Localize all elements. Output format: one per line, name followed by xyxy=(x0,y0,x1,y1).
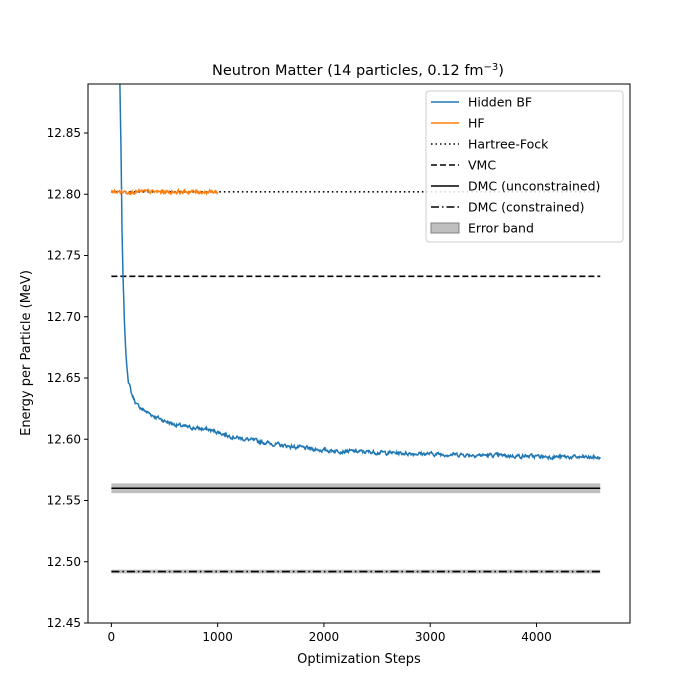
legend-entry-label: Error band xyxy=(468,221,534,236)
x-tick-label: 0 xyxy=(108,630,116,644)
series-line-1 xyxy=(111,187,219,196)
legend-entry-label: HF xyxy=(468,116,485,131)
series-line-0 xyxy=(119,84,601,461)
legend-swatch xyxy=(430,222,460,234)
y-tick-label: 12.80 xyxy=(47,187,81,201)
legend-entry-label: Hartree-Fock xyxy=(468,137,549,152)
legend: Hidden BF HF Hartree-Fock VMC DMC (unconstra… xyxy=(425,90,624,243)
legend-entry-label: DMC (constrained) xyxy=(468,200,585,215)
legend-entry-label: DMC (unconstrained) xyxy=(468,179,600,194)
y-axis-label: Energy per Particle (MeV) xyxy=(19,270,34,436)
x-tick-label: 4000 xyxy=(521,630,552,644)
x-axis: 0 1000 2000 3000 4000 xyxy=(108,623,552,644)
plot-frame xyxy=(87,83,631,624)
y-tick-label: 12.85 xyxy=(47,126,81,140)
y-tick-label: 12.65 xyxy=(47,371,81,385)
legend-entry-label: VMC xyxy=(468,158,496,173)
legend-entry-label: Hidden BF xyxy=(468,95,532,110)
y-tick-label: 12.55 xyxy=(47,494,81,508)
y-tick-label: 12.50 xyxy=(47,555,81,569)
y-tick-label: 12.45 xyxy=(47,616,81,630)
x-tick-label: 3000 xyxy=(415,630,446,644)
chart-title: Neutron Matter (14 particles, 0.12 fm−3) xyxy=(212,62,504,80)
x-tick-label: 1000 xyxy=(202,630,233,644)
y-tick-label: 12.60 xyxy=(47,432,81,446)
y-tick-label: 12.70 xyxy=(47,310,81,324)
x-tick-label: 2000 xyxy=(309,630,340,644)
legend-frame xyxy=(425,90,624,243)
series-lines xyxy=(111,84,601,461)
x-axis-label: Optimization Steps xyxy=(297,652,421,667)
y-axis: 12.45 12.50 12.55 12.60 12.65 12.70 12.75 12.80… xyxy=(47,126,88,630)
y-tick-label: 12.75 xyxy=(47,249,81,263)
